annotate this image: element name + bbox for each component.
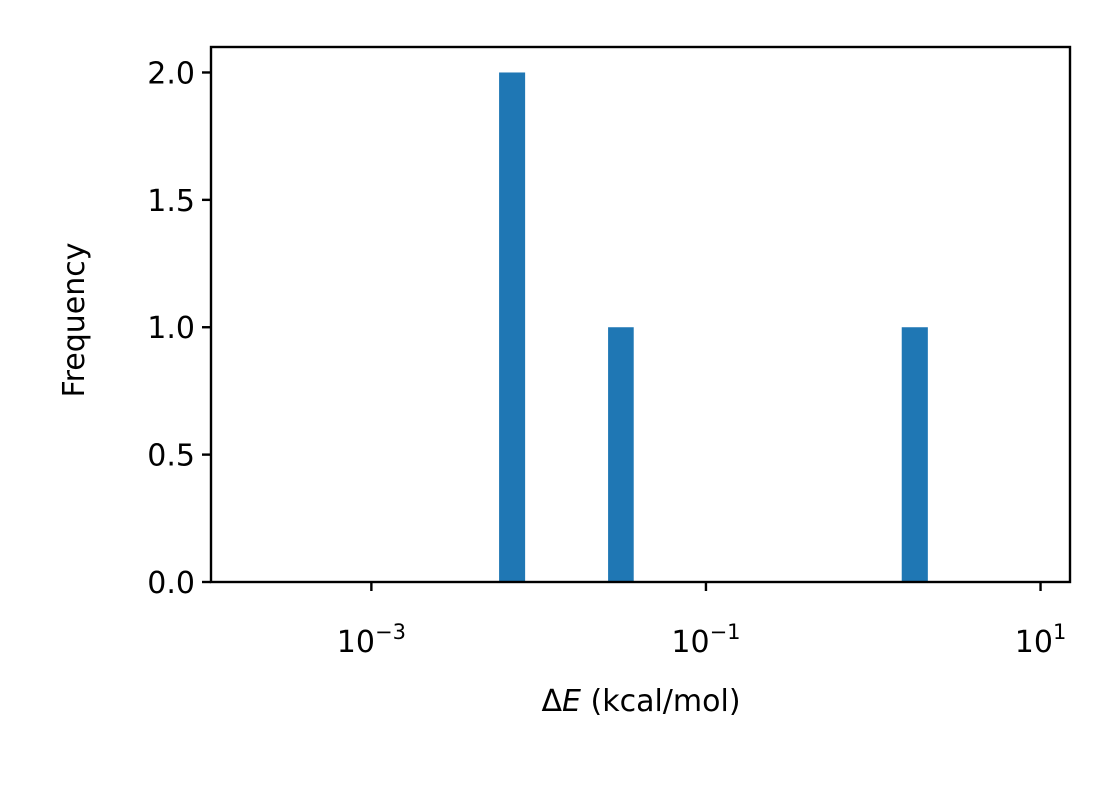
x-tick-label-0: 10−3 bbox=[337, 620, 406, 660]
y-tick-label-1: 0.5 bbox=[147, 439, 195, 474]
histogram-bar-1 bbox=[608, 327, 634, 582]
x-axis-label-delta: Δ bbox=[541, 684, 562, 719]
x-tick-label-2: 101 bbox=[1015, 620, 1067, 660]
y-tick-label-3: 1.5 bbox=[147, 184, 195, 219]
y-tick-label-4: 2.0 bbox=[147, 56, 195, 91]
x-axis-label-variable: E bbox=[562, 684, 581, 719]
y-axis-label: Frequency bbox=[57, 243, 92, 398]
y-tick-label-2: 1.0 bbox=[147, 311, 195, 346]
x-ticks-group: 10−3 10−1 101 bbox=[337, 582, 1067, 660]
y-tick-label-0: 0.0 bbox=[147, 566, 195, 601]
x-tick-label-1: 10−1 bbox=[671, 620, 740, 660]
axes-frame bbox=[209, 45, 1072, 584]
x-axis-label: ΔE (kcal/mol) bbox=[541, 684, 740, 719]
x-axis-label-unit: (kcal/mol) bbox=[581, 684, 741, 719]
histogram-bar-0 bbox=[499, 72, 526, 582]
histogram-bar-2 bbox=[901, 327, 928, 582]
y-ticks-group: 0.0 0.5 1.0 1.5 2.0 bbox=[147, 56, 211, 601]
bars-group bbox=[499, 72, 928, 582]
